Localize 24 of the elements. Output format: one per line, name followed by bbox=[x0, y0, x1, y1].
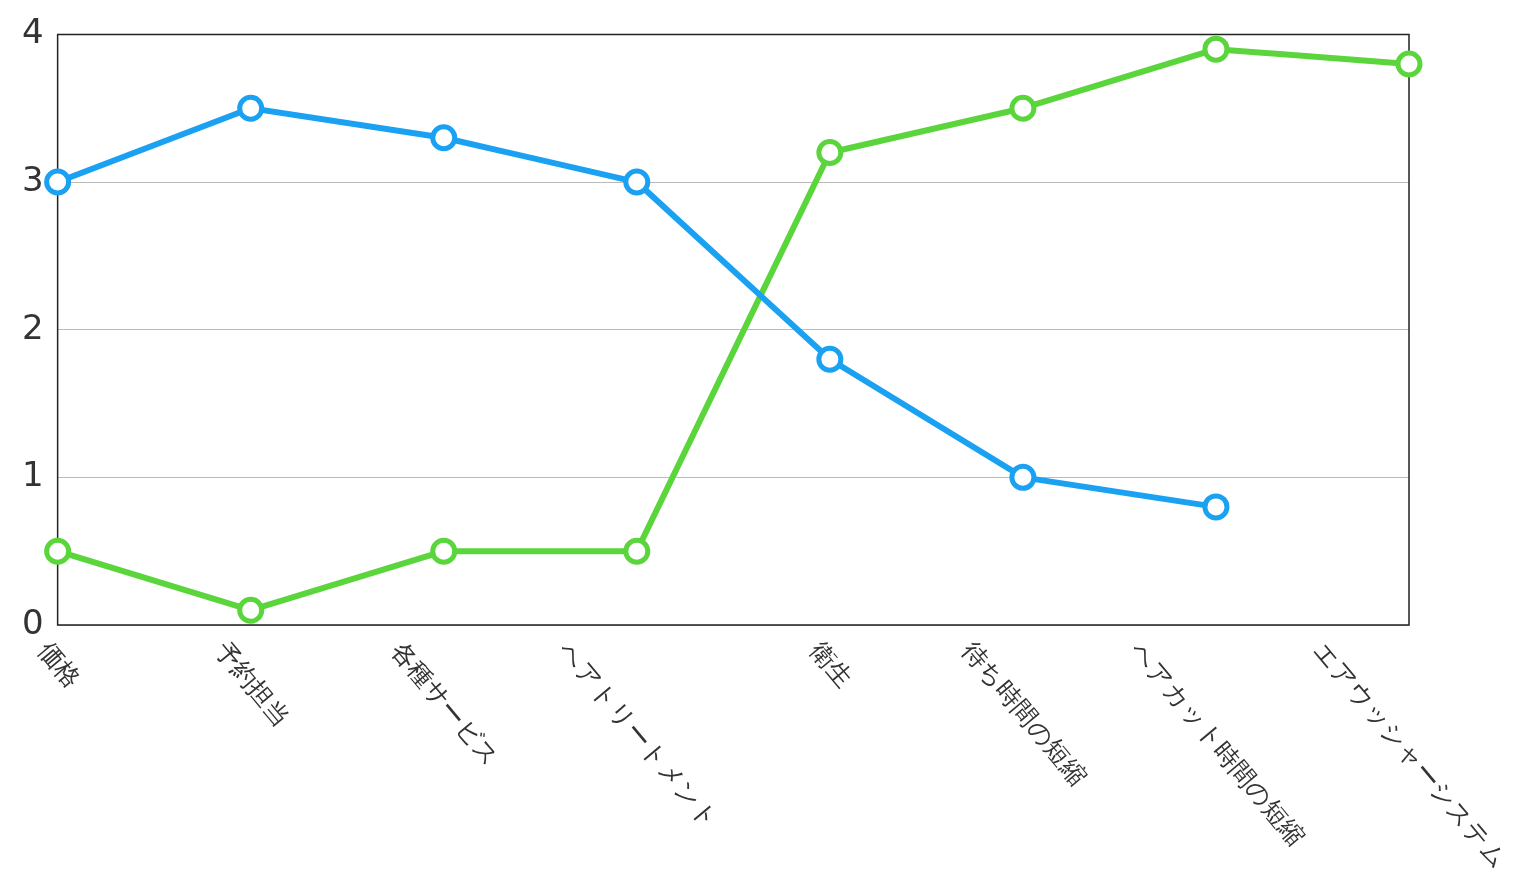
point bbox=[623, 168, 651, 196]
x-tick-label: ヘアトリートメント bbox=[552, 636, 725, 834]
point bbox=[237, 94, 265, 122]
point bbox=[1009, 463, 1037, 491]
x-tick-label: 衛生 bbox=[804, 636, 859, 694]
y-tick-label: 1 bbox=[21, 454, 44, 495]
x-tick-label: 待ち時間の短縮 bbox=[956, 636, 1093, 791]
x-tick-label: 各種サービス bbox=[384, 636, 506, 773]
y-tick-label: 3 bbox=[21, 158, 44, 199]
point bbox=[430, 537, 458, 565]
point bbox=[1202, 493, 1230, 521]
point bbox=[1395, 50, 1423, 78]
point bbox=[237, 596, 265, 624]
point bbox=[816, 345, 844, 373]
point bbox=[44, 168, 72, 196]
y-tick-label: 4 bbox=[21, 11, 44, 52]
point bbox=[1202, 35, 1230, 63]
point bbox=[430, 124, 458, 152]
y-tick-label: 2 bbox=[21, 306, 44, 347]
point bbox=[816, 139, 844, 167]
x-tick-label: 予約担当 bbox=[208, 636, 296, 732]
point bbox=[1009, 94, 1037, 122]
point bbox=[44, 537, 72, 565]
point bbox=[623, 537, 651, 565]
